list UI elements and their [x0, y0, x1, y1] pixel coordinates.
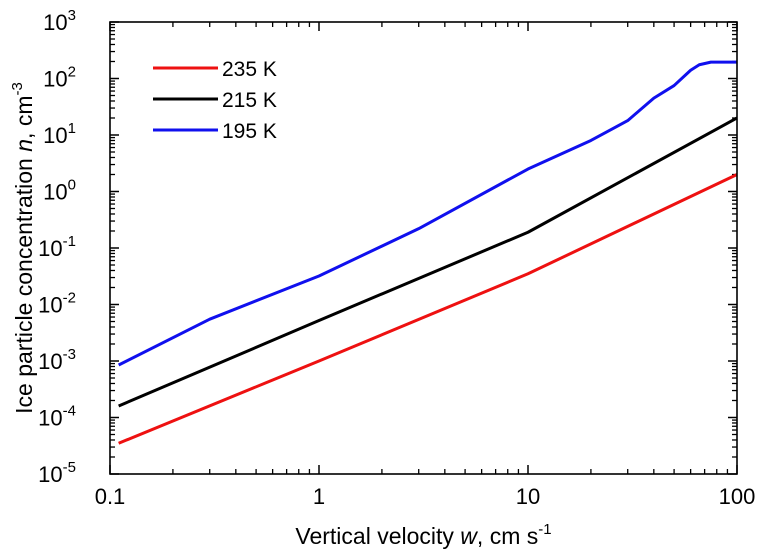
- y-tick-label: 102: [43, 64, 76, 92]
- series-line-1: [118, 173, 738, 445]
- y-axis-title: Ice particle concentration n, cm-3: [9, 82, 37, 414]
- legend-label: 195 K: [222, 120, 277, 143]
- legend: 235 K 215 K 195 K: [153, 58, 277, 143]
- series-line-3: [117, 60, 737, 367]
- x-tick-label: 100: [719, 484, 756, 509]
- plot-frame: [109, 21, 738, 475]
- legend-label: 235 K: [222, 58, 277, 81]
- x-axis-title: Vertical velocity w, cm s-1: [295, 521, 551, 549]
- y-tick-label: 10-1: [38, 233, 76, 261]
- x-tick-label: 0.1: [95, 484, 126, 509]
- y-tick-label: 10-3: [38, 346, 76, 374]
- series-line-2: [118, 116, 738, 408]
- series-layer: [117, 60, 738, 445]
- y-tick-label: 10-2: [38, 290, 76, 318]
- y-tick-label: 103: [43, 7, 76, 35]
- y-tick-label: 100: [43, 177, 76, 205]
- legend-label: 215 K: [222, 89, 277, 112]
- y-tick-label: 10-5: [38, 459, 76, 487]
- y-tick-label: 101: [43, 120, 76, 148]
- y-tick-label: 10-4: [38, 403, 76, 431]
- x-tick-label: 1: [313, 484, 325, 509]
- axis-ticks: [109, 21, 738, 475]
- x-tick-label: 10: [516, 484, 540, 509]
